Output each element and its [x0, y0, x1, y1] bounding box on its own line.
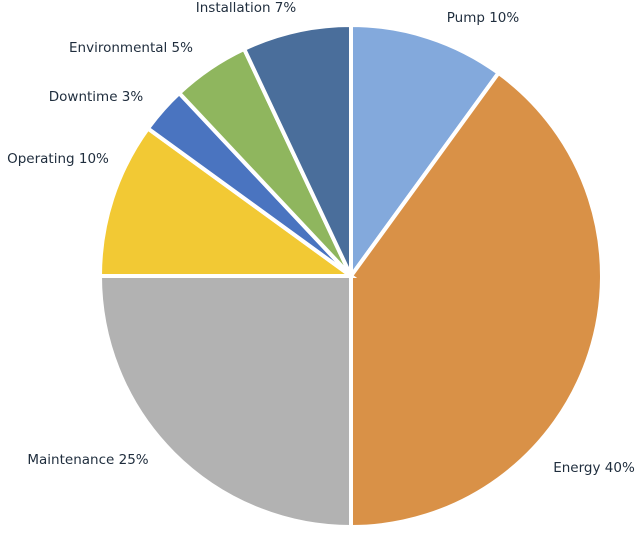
slice-label-energy: Energy 40%: [553, 460, 635, 476]
slice-label-maintenance: Maintenance 25%: [27, 452, 148, 468]
pie-slice-pump: [349, 22, 502, 283]
slice-label-installation: Installation 7%: [196, 0, 297, 16]
slice-label-environmental: Environmental 5%: [69, 40, 193, 56]
pie-slices: [97, 22, 604, 530]
pie-slice-energy: [349, 70, 604, 530]
slice-label-downtime: Downtime 3%: [49, 89, 144, 105]
pie-slice-installation: [241, 22, 353, 277]
slice-label-operating: Operating 10%: [7, 151, 109, 167]
pie-slice-maintenance: [97, 274, 353, 530]
pie-labels: Pump 10% Energy 40% Maintenance 25% Operati…: [7, 0, 635, 476]
pie-slice-operating: [97, 125, 358, 278]
slice-label-pump: Pump 10%: [447, 10, 520, 26]
